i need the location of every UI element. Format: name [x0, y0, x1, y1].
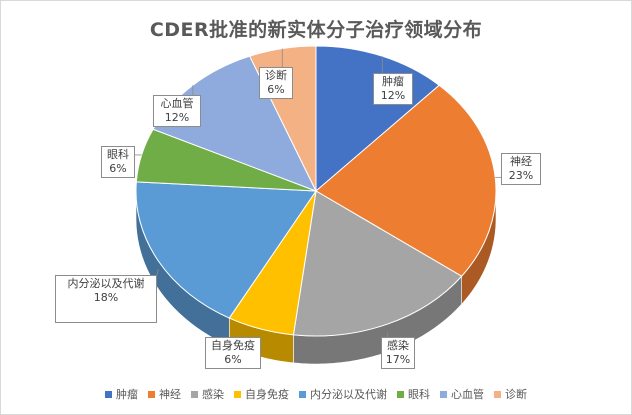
legend-swatch [191, 390, 198, 398]
legend-label: 眼科 [408, 388, 430, 401]
data-label-percent: 17% [385, 353, 411, 366]
data-label-percent: 6% [109, 162, 127, 175]
legend-item: 内分泌以及代谢 [299, 386, 387, 402]
legend-item: 眼科 [397, 386, 430, 402]
legend-item: 感染 [191, 386, 224, 402]
data-label-category: 心血管 [160, 97, 194, 110]
legend-label: 神经 [159, 388, 181, 401]
legend-swatch [397, 390, 404, 398]
data-label-肿瘤: 肿瘤 12% [373, 73, 413, 105]
pie-slice-神经 [315, 84, 497, 277]
data-label-percent: 12% [380, 89, 406, 102]
data-label-心血管: 心血管 12% [153, 95, 201, 127]
data-label-自身免疫: 自身免疫 6% [205, 337, 261, 369]
data-label-percent: 12% [164, 111, 190, 124]
pie-slice-内分泌以及代谢 [135, 181, 317, 319]
data-label-percent: 6% [267, 83, 285, 96]
chart-title: CDER批准的新实体分子治疗领域分布 [149, 19, 483, 41]
data-label-内分泌以及代谢: 内分泌以及代谢 18% [55, 275, 157, 323]
legend-swatch [440, 390, 447, 398]
legend-swatch [148, 390, 155, 398]
legend-item: 自身免疫 [234, 386, 289, 402]
data-label-percent: 23% [508, 169, 534, 182]
data-label-category: 眼科 [107, 148, 129, 161]
legend-label: 内分泌以及代谢 [310, 388, 387, 401]
data-label-感染: 感染 17% [381, 337, 415, 369]
pie-chart-plot [135, 45, 501, 365]
data-label-诊断: 诊断 6% [259, 67, 293, 99]
legend-item: 心血管 [440, 386, 484, 402]
legend-label: 感染 [202, 388, 224, 401]
data-label-category: 神经 [510, 155, 532, 168]
data-label-category: 诊断 [265, 69, 287, 82]
legend-label: 肿瘤 [116, 388, 138, 401]
data-label-category: 肿瘤 [382, 75, 404, 88]
legend-swatch [494, 390, 501, 398]
legend-item: 神经 [148, 386, 181, 402]
leader-lines [135, 48, 501, 337]
pie-slice-感染 [292, 190, 463, 337]
data-label-category: 自身免疫 [211, 339, 255, 352]
data-label-category: 感染 [387, 339, 409, 352]
legend-swatch [299, 390, 306, 398]
legend-label: 自身免疫 [245, 388, 289, 401]
legend-label: 诊断 [505, 388, 527, 401]
data-label-神经: 神经 23% [501, 153, 541, 185]
data-label-眼科: 眼科 6% [101, 146, 135, 178]
leader-line-内分泌以及代谢 [156, 269, 159, 276]
legend-item: 肿瘤 [105, 386, 138, 402]
legend-label: 心血管 [451, 388, 484, 401]
legend-swatch [234, 390, 241, 398]
data-label-percent: 6% [224, 353, 242, 366]
legend-item: 诊断 [494, 386, 527, 402]
legend-swatch [105, 390, 112, 398]
data-label-category: 内分泌以及代谢 [67, 277, 145, 290]
pie-top-faces [135, 45, 497, 337]
data-label-percent: 18% [93, 291, 119, 304]
chart-legend: 肿瘤 神经 感染 自身免疫 内分泌以及代谢 眼科 心血管 诊断 [1, 386, 631, 402]
